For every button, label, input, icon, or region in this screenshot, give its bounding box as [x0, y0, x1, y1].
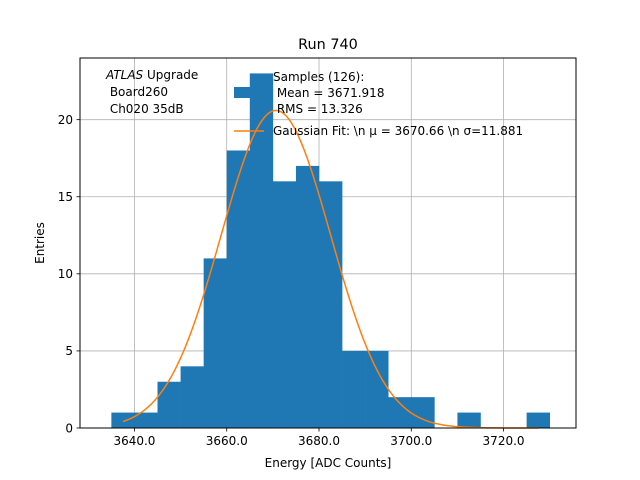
legend-histogram-line2: Mean = 3671.918: [273, 86, 384, 100]
legend-histogram-swatch: [234, 87, 264, 98]
plot-frame: [79, 57, 577, 429]
legend-fit-label: Gaussian Fit: \n μ = 3670.66 \n σ=11.881: [273, 124, 523, 138]
x-tick-label-2: 3680.0: [298, 434, 340, 448]
chart-title: Run 740: [298, 37, 358, 53]
x-tick-label-3: 3700.0: [390, 434, 432, 448]
histogram-bar-13: [411, 397, 435, 428]
histogram-bar-12: [388, 397, 412, 428]
svg-text:ATLAS Upgrade: ATLAS Upgrade: [105, 68, 198, 82]
histogram-bar-10: [342, 350, 366, 428]
y-tick-label-0: 0: [65, 421, 73, 435]
legend: Samples (126): Mean = 3671.918 RMS = 13.…: [234, 70, 523, 138]
atlas-italic-label: ATLAS: [105, 68, 144, 82]
histogram-bars: [111, 73, 551, 429]
y-tick-label-4: 20: [58, 113, 73, 127]
upgrade-label: Upgrade: [143, 68, 198, 82]
histogram-bar-5: [226, 150, 251, 428]
atlas-annotation: ATLAS Upgrade Board260 Ch020 35dB: [105, 68, 198, 116]
y-tick-label-2: 10: [58, 267, 73, 281]
x-axis-ticks: 3640.0 3660.0 3680.0 3700.0 3720.0: [113, 428, 525, 448]
x-tick-label-0: 3640.0: [113, 434, 155, 448]
histogram-bar-11: [365, 350, 389, 428]
legend-histogram-line3: RMS = 13.326: [273, 102, 363, 116]
histogram-bar-2: [157, 381, 181, 428]
x-tick-label-4: 3720.0: [483, 434, 525, 448]
channel-label: Ch020 35dB: [106, 102, 184, 116]
histogram-bar-7: [272, 181, 297, 428]
x-tick-label-1: 3660.0: [206, 434, 248, 448]
y-tick-label-1: 5: [65, 344, 73, 358]
histogram-bar-1: [134, 412, 158, 428]
histogram-bar-9: [319, 181, 343, 428]
histogram-bar-0: [111, 412, 135, 428]
histogram-bar-18: [526, 412, 551, 428]
x-axis-label: Energy [ADC Counts]: [265, 456, 392, 470]
histogram-bar-4: [203, 258, 228, 428]
y-axis-label: Entries: [33, 222, 47, 264]
gaussian-fit: [122, 109, 539, 429]
histogram-bar-3: [180, 366, 204, 428]
y-tick-label-3: 15: [58, 190, 73, 204]
y-axis-ticks: 0 5 10 15 20: [58, 113, 80, 435]
histogram-bar-15: [457, 412, 481, 428]
gaussian-fit-curve: [122, 109, 539, 429]
legend-histogram-line1: Samples (126):: [273, 70, 364, 84]
histogram-bar-8: [295, 165, 320, 428]
board-label: Board260: [106, 85, 168, 99]
histogram-bar-6: [249, 73, 274, 429]
